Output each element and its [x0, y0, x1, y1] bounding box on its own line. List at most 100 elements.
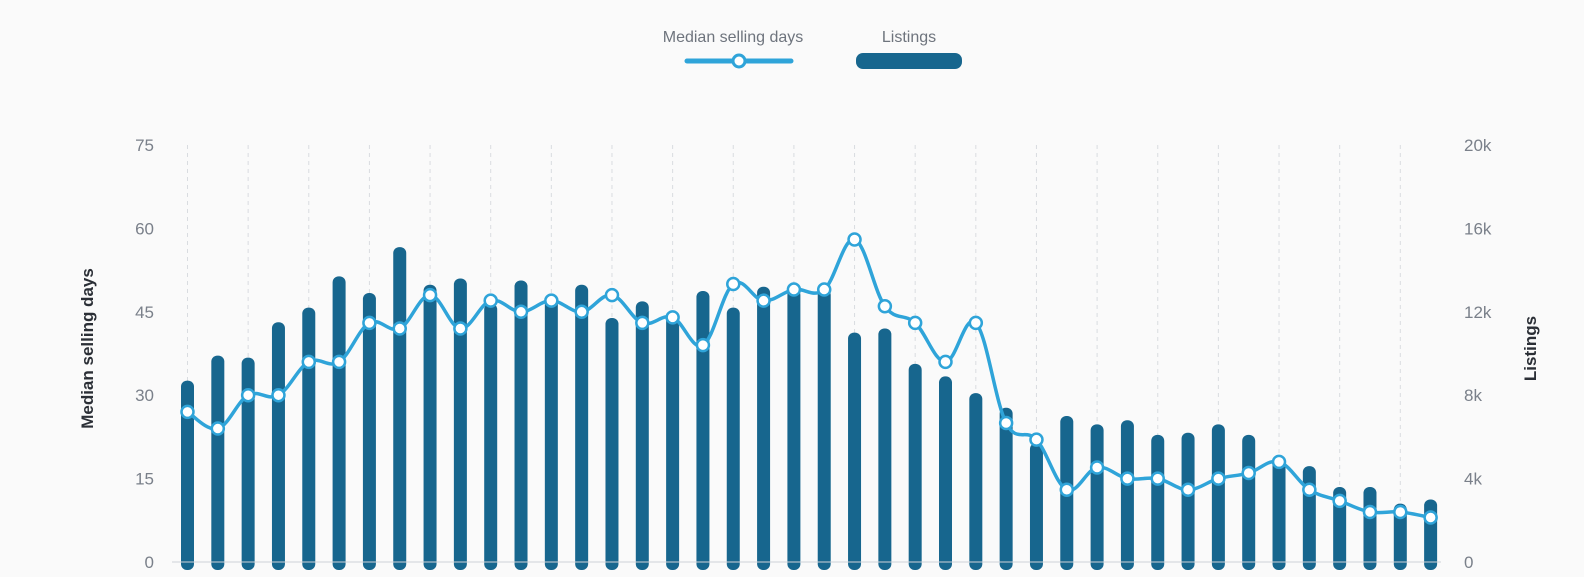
line-point-median-selling-days [1241, 465, 1256, 481]
line-point-median-selling-days [210, 421, 226, 436]
y-left-tick-label: 0 [145, 553, 154, 572]
bar-listings [1242, 434, 1256, 570]
bar-listings [302, 307, 316, 570]
y-right-tick-label: 0 [1464, 553, 1473, 572]
bar-listings [999, 407, 1013, 570]
bar-listings [181, 380, 194, 570]
y-left-tick-label: 75 [135, 136, 154, 155]
y-left-tick-label: 15 [135, 470, 154, 489]
line-point-median-selling-days [240, 387, 256, 403]
bar-listings [1393, 503, 1407, 570]
line-point-median-selling-days [1393, 504, 1408, 520]
y-right-tick-label: 12k [1464, 303, 1492, 322]
line-point-median-selling-days [1423, 510, 1438, 525]
line-point-median-selling-days [998, 415, 1014, 431]
y-right-tick-label: 20k [1464, 136, 1492, 155]
line-point-median-selling-days [907, 315, 923, 331]
line-point-median-selling-days [1150, 471, 1165, 486]
line-point-median-selling-days [756, 293, 771, 308]
legend-marker-median-selling-days [731, 53, 747, 69]
line-point-median-selling-days [695, 337, 711, 353]
bar-listings [393, 247, 407, 571]
bar-listings [969, 393, 983, 570]
line-point-median-selling-days [453, 321, 468, 336]
line-point-median-selling-days [1180, 482, 1196, 497]
bar-listings [1211, 424, 1225, 570]
bar-listings [878, 328, 892, 570]
line-point-median-selling-days [271, 387, 286, 403]
line-point-median-selling-days [1029, 432, 1044, 447]
line-point-median-selling-days [1059, 482, 1075, 497]
bar-listings [271, 322, 285, 570]
y-left-tick-label: 60 [135, 219, 154, 238]
bar-listings [787, 288, 801, 570]
y-right-axis-title: Listings [1521, 316, 1540, 381]
y-right-tick-label: 16k [1464, 219, 1492, 238]
bar-series-listings [181, 247, 1438, 571]
y-left-tick-label: 45 [135, 303, 154, 322]
line-point-median-selling-days [1211, 471, 1226, 486]
bar-listings [514, 280, 528, 570]
bar-listings [544, 295, 558, 570]
bar-listings [362, 293, 376, 570]
bar-listings [635, 301, 649, 570]
bar-listings [241, 357, 255, 570]
bar-listings [726, 307, 740, 570]
line-point-median-selling-days [392, 321, 407, 336]
line-point-median-selling-days [635, 315, 650, 331]
line-point-median-selling-days [938, 354, 953, 370]
bar-listings [757, 286, 771, 570]
bar-listings [1272, 457, 1286, 570]
legend: Median selling days Listings [663, 29, 962, 69]
bar-listings [211, 355, 225, 570]
line-point-median-selling-days [1362, 504, 1378, 520]
line-point-median-selling-days [331, 354, 347, 370]
line-point-median-selling-days [301, 354, 317, 370]
line-point-median-selling-days [786, 282, 802, 297]
line-series-median-selling-days [180, 232, 1438, 525]
line-point-median-selling-days [544, 293, 559, 308]
line-point-median-selling-days [574, 304, 589, 320]
bar-listings [696, 290, 710, 570]
line-point-median-selling-days [968, 315, 984, 331]
bar-listings [908, 363, 922, 570]
line-point-median-selling-days [665, 310, 680, 325]
bar-listings [666, 313, 680, 570]
y-left-axis-title: Median selling days [78, 268, 97, 429]
line-point-median-selling-days [422, 287, 438, 303]
bar-listings [1181, 432, 1195, 570]
bar-listings [453, 278, 467, 570]
axes: 0 15 30 45 60 75 0 4k 8k 12k 16k 20k Median selling … [78, 136, 1540, 572]
line-point-median-selling-days [1089, 460, 1105, 475]
bar-listings [939, 376, 952, 570]
bar-listings [575, 284, 589, 570]
line-point-median-selling-days [1332, 493, 1347, 509]
bar-listings [1333, 486, 1347, 570]
line-point-median-selling-days [1120, 471, 1135, 486]
legend-label-median-selling-days: Median selling days [663, 29, 804, 46]
line-point-median-selling-days [726, 276, 741, 292]
legend-label-listings: Listings [882, 29, 936, 46]
bar-listings [1424, 499, 1438, 570]
bar-listings [1151, 434, 1165, 570]
bar-listings [484, 303, 498, 570]
line-point-median-selling-days [877, 298, 893, 314]
line-point-median-selling-days [604, 287, 620, 303]
line-point-median-selling-days [847, 232, 862, 247]
bar-listings [605, 318, 619, 570]
bar-listings [848, 332, 862, 570]
line-point-median-selling-days [483, 293, 498, 308]
line-point-median-selling-days [362, 315, 377, 331]
bar-listings [332, 276, 346, 570]
line-point-median-selling-days [180, 404, 195, 420]
line-point-median-selling-days [1302, 482, 1317, 497]
bar-listings [1363, 486, 1377, 570]
bar-listings [1029, 443, 1043, 570]
line-point-median-selling-days [513, 304, 529, 320]
y-right-tick-label: 8k [1464, 386, 1482, 405]
bar-listings [1302, 466, 1316, 570]
bar-listings [423, 284, 437, 570]
y-right-tick-label: 4k [1464, 470, 1482, 489]
